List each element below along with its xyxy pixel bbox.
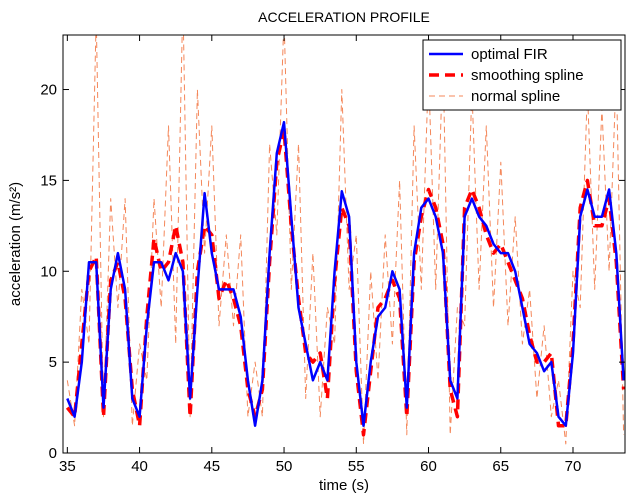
legend-label: normal spline (471, 88, 560, 105)
legend-label: optimal FIR (471, 46, 548, 63)
y-tick-label: 10 (40, 263, 57, 280)
series-line (65, 127, 625, 437)
y-tick-label: 5 (49, 354, 57, 371)
plot-area (65, 35, 625, 445)
series-line (66, 35, 625, 445)
x-tick-label: 55 (348, 458, 365, 475)
y-tick-label: 0 (49, 445, 57, 462)
axes-frame (62, 34, 626, 454)
x-tick-label: 60 (420, 458, 437, 475)
x-axis-label: time (s) (319, 477, 369, 493)
x-tick-label: 45 (203, 458, 220, 475)
x-tick-label: 35 (59, 458, 76, 475)
y-tick-label: 20 (40, 82, 57, 99)
x-tick-label: 40 (131, 458, 148, 475)
x-tick-label: 65 (492, 458, 509, 475)
chart-title: ACCELERATION PROFILE (258, 9, 430, 25)
y-tick-label: 15 (40, 172, 57, 189)
legend-label: smoothing spline (471, 67, 584, 84)
x-tick-label: 70 (565, 458, 582, 475)
series-line (66, 120, 625, 427)
legend-box (422, 39, 622, 111)
legend: optimal FIR smoothing spline normal spline (422, 39, 622, 111)
y-axis-label: acceleration (m/s²) (7, 182, 24, 306)
x-tick-label: 50 (276, 458, 293, 475)
